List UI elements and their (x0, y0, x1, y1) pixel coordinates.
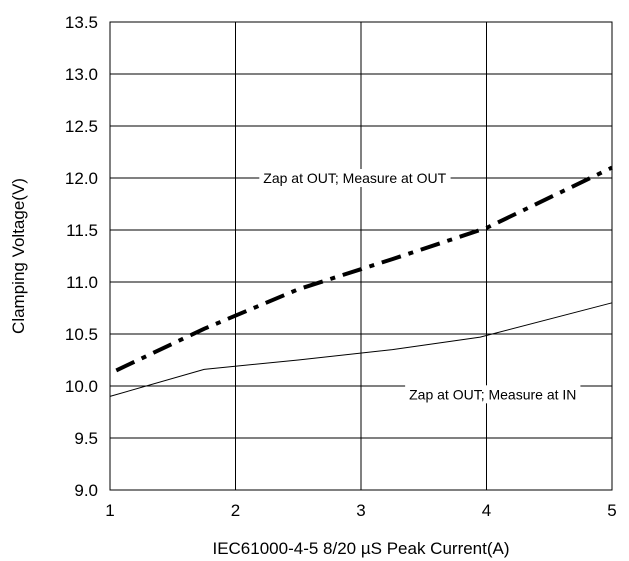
annotation-label: Zap at OUT; Measure at IN (409, 386, 576, 402)
x-tick-label: 2 (231, 501, 240, 520)
y-axis-title: Clamping Voltage(V) (9, 178, 28, 334)
y-tick-label: 13.0 (65, 65, 98, 84)
tick-labels: 9.0 9.5 10.0 10.5 11.0 11.5 12.0 12.5 13.0 13.5 1 2… (65, 13, 617, 520)
y-tick-label: 9.0 (74, 481, 98, 500)
annotation-label: Zap at OUT; Measure at OUT (263, 170, 446, 186)
y-tick-label: 10.0 (65, 377, 98, 396)
x-tick-label: 4 (482, 501, 491, 520)
y-tick-label: 9.5 (74, 429, 98, 448)
grid (110, 22, 612, 490)
series-line-out-out (115, 165, 613, 373)
annotation-background (405, 385, 581, 404)
x-tick-label: 5 (607, 501, 616, 520)
y-tick-label: 12.0 (65, 169, 98, 188)
y-tick-label: 12.5 (65, 117, 98, 136)
series-line-out-in (109, 302, 613, 397)
plot-frame (109, 21, 613, 491)
y-tick-label: 11.0 (66, 273, 98, 292)
y-tick-label: 11.5 (66, 221, 98, 240)
annotation-background (259, 169, 451, 187)
series (109, 165, 613, 397)
y-tick-label: 13.5 (65, 13, 98, 32)
x-tick-label: 3 (356, 501, 365, 520)
x-axis-title: IEC61000-4-5 8/20 µS Peak Current(A) (212, 539, 509, 558)
annotations: Zap at OUT; Measure at OUT Zap at OUT; Me… (259, 169, 581, 404)
x-tick-label: 1 (105, 501, 114, 520)
y-tick-label: 10.5 (65, 325, 98, 344)
